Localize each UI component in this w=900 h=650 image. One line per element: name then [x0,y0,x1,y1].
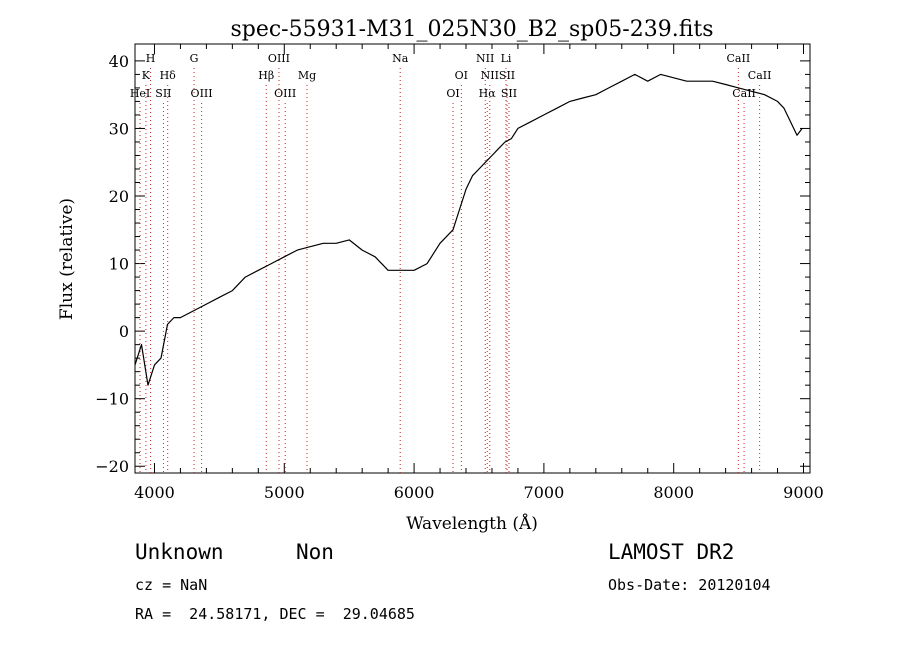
class-label: Unknown [135,540,224,564]
y-tick-label: 10 [109,255,129,274]
spectral-line-label: SII [499,69,515,82]
y-axis-label: Flux (relative) [57,198,77,320]
y-tick-label: −10 [95,390,129,409]
chart-title: spec-55931-M31_025N30_B2_sp05-239.fits [230,17,713,42]
survey-label: LAMOST DR2 [608,540,735,564]
spectral-line-label: Hα [479,87,497,100]
spectral-line-label: SII [155,87,171,100]
spectral-line-label: OI [446,87,459,100]
x-tick-label: 5000 [264,483,305,502]
spectral-line-label: CaII [727,52,751,65]
spectral-line-label: NII [476,52,494,65]
y-tick-label: 30 [109,119,129,138]
spectral-line-label: Na [392,52,409,65]
spectral-line-label: CaII [748,69,772,82]
spectral-line-label: Hδ [160,69,177,82]
spectral-line-label: OI [455,69,468,82]
y-tick-label: 20 [109,187,129,206]
spectral-line-label: OIII [274,87,296,100]
x-tick-label: 4000 [134,483,175,502]
spectral-line-label: CaII [732,87,756,100]
x-tick-label: 8000 [653,483,694,502]
x-tick-label: 7000 [524,483,565,502]
y-tick-label: −20 [95,457,129,476]
x-tick-label: 9000 [783,483,824,502]
spectral-line-label: NII [481,69,499,82]
coordinates-label: RA = 24.58171, DEC = 29.04685 [135,605,415,623]
subclass-label: Non [296,540,334,564]
x-tick-label: 6000 [394,483,435,502]
spectral-line-label: Hβ [258,69,274,82]
spectrum-line [134,73,803,386]
spectral-line-label: OIII [268,52,290,65]
spectral-line-label: SII [501,87,517,100]
spectrum-series [134,73,803,386]
spectral-line-label: H [146,52,156,65]
y-tick-label: 40 [109,52,129,71]
spectral-line-label: HeI [130,87,150,100]
spectral-line-label: Mg [298,69,316,82]
y-tick-label: 0 [119,322,129,341]
spectral-line-label: G [190,52,199,65]
x-axis-label: Wavelength (Å) [406,513,538,534]
spectral-line-label: OIII [191,87,213,100]
obs-date-label: Obs-Date: 20120104 [608,576,771,594]
spectral-line-label: Li [501,52,512,65]
spectral-line-markers: HKHeIHδSIIGOIIIOIIIHβOIIIMgNaOIOINIINIIH… [130,52,772,473]
spectral-line-label: K [142,69,151,82]
plot-frame [134,43,811,474]
plot-axes: 4000 5000 6000 7000 8000 9000 −20 −10 0 10 20 30 40 [95,43,824,502]
redshift-label: cz = NaN [135,576,208,594]
